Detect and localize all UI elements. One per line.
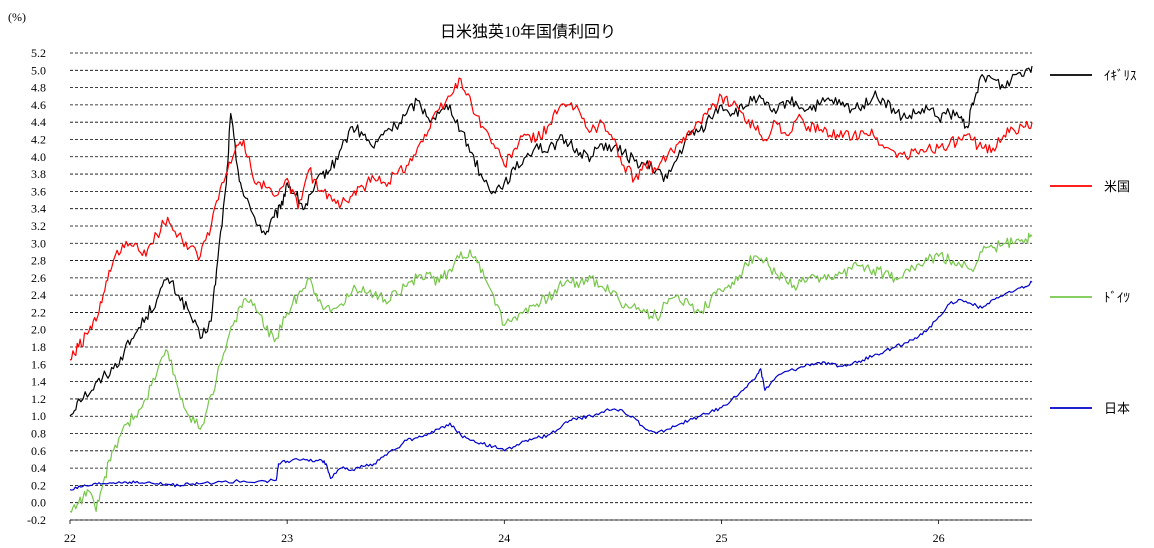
series-line-0 [69,65,1033,417]
y-tick-label: 2.6 [31,271,46,285]
y-tick-label: 3.6 [31,184,46,198]
y-tick-label: 4.0 [31,150,46,164]
y-tick-label: 0.8 [31,427,46,441]
x-tick-label: 26 [933,531,945,545]
y-tick-label: 2.8 [31,254,46,268]
y-tick-label: 4.2 [31,132,46,146]
y-tick-label: 1.2 [31,392,46,406]
x-tick-label: 25 [715,531,727,545]
series-line-3 [69,280,1033,491]
y-tick-label: 3.0 [31,236,46,250]
y-tick-label: 2.0 [31,323,46,337]
y-tick-label: 2.2 [31,305,46,319]
y-tick-label: 1.6 [31,357,46,371]
series-line-1 [69,77,1033,361]
chart-title: 日米独英10年国債利回り [440,23,616,41]
y-tick-label: 0.2 [31,478,46,492]
y-tick-label: 4.6 [31,98,46,112]
y-tick-label: 4.8 [31,81,46,95]
series-line-2 [69,232,1033,513]
y-unit-label: (%) [8,10,26,24]
y-tick-label: 3.4 [31,202,46,216]
y-tick-label: 1.4 [31,375,46,389]
y-tick-label: 5.0 [31,63,46,77]
x-tick-label: 24 [498,531,510,545]
x-tick-label: 23 [281,531,293,545]
legend-label: ﾄﾞｲﾂ [1104,290,1130,305]
series-lines [69,65,1033,513]
y-tick-label: 1.0 [31,409,46,423]
y-tick-label: 0.4 [31,461,46,475]
y-tick-label: 1.8 [31,340,46,354]
x-tick-label: 22 [64,531,76,545]
legend-label: ｲｷﾞﾘｽ [1104,68,1137,83]
legend-label: 米国 [1104,179,1130,194]
y-tick-label: 3.2 [31,219,46,233]
y-tick-label: 2.4 [31,288,46,302]
grid-lines [70,52,1032,521]
legend: ｲｷﾞﾘｽ 米国 ﾄﾞｲﾂ 日本 [1050,68,1137,416]
y-tick-label: 4.4 [31,115,46,129]
y-tick-label: 5.2 [31,46,46,60]
legend-label: 日本 [1104,401,1130,416]
y-tick-label: -0.2 [27,513,46,527]
y-tick-label: 0.0 [31,496,46,510]
y-axis-ticks: 5.2 5.0 4.8 4.6 4.4 4.2 4.0 3.8 3.6 3.4 3.2 3.0 2.8 2… [27,46,46,527]
y-tick-label: 3.8 [31,167,46,181]
y-tick-label: 0.6 [31,444,46,458]
x-axis-ticks: 22 23 24 25 26 [64,520,945,545]
